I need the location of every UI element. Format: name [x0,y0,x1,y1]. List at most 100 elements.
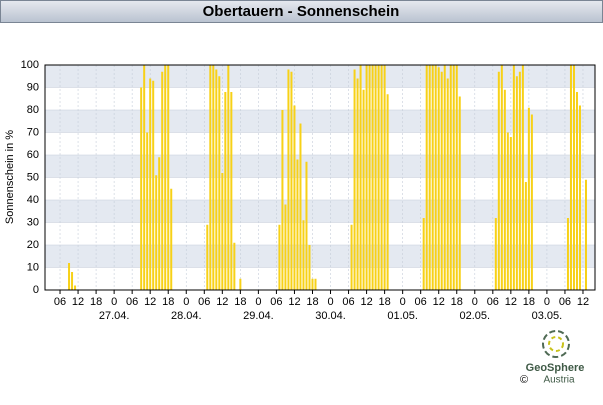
date-label: 27.04. [99,310,130,322]
bar [371,65,374,290]
y-tick-label: 40 [27,194,39,206]
date-label: 01.05. [387,310,418,322]
x-tick-label: 06 [54,296,66,308]
bar [278,224,281,290]
bar [212,65,215,290]
grid-band [45,245,595,268]
x-tick-label: 0 [111,296,117,308]
bar [380,65,383,290]
bar [365,65,368,290]
y-tick-label: 20 [27,239,39,251]
x-tick-label: 18 [451,296,463,308]
x-tick-label: 18 [90,296,102,308]
x-tick-label: 0 [327,296,333,308]
bar [506,132,509,290]
logo-icon [548,336,564,352]
x-tick-label: 0 [255,296,261,308]
bar [368,65,371,290]
bar [437,67,440,290]
bar [566,218,569,290]
bar [221,173,224,290]
bar [74,285,77,290]
bar [515,76,518,290]
bar [374,65,377,290]
bar [458,96,461,290]
grid-band [45,155,595,178]
x-tick-label: 12 [577,296,589,308]
bar [572,65,575,290]
y-axis-label: Sonnenschein in % [4,130,16,224]
bar [509,137,512,290]
bar [494,218,497,290]
bar [422,218,425,290]
bar [227,65,230,290]
bar [449,65,452,290]
x-tick-label: 18 [162,296,174,308]
bar [164,65,167,290]
copyright: © [520,374,528,386]
bar [425,65,428,290]
date-label: 28.04. [171,310,202,322]
logo-name: GeoSphere [526,362,585,374]
x-tick-label: 0 [183,296,189,308]
bar [218,76,221,290]
grid-band [45,110,595,133]
x-tick-label: 12 [216,296,228,308]
bar [149,78,152,290]
logo: GeoSphere Austria © [520,330,585,386]
bar [299,123,302,290]
bar [68,263,71,290]
bar [143,65,146,290]
bar [431,65,434,290]
bar [524,182,527,290]
bar [290,71,293,290]
bar [440,71,443,290]
y-tick-label: 70 [27,126,39,138]
bar [362,89,365,290]
y-tick-label: 80 [27,104,39,116]
bar [308,245,311,290]
bar [518,71,521,290]
bar [359,65,362,290]
bar [386,94,389,290]
bar [155,175,158,290]
x-tick-label: 06 [559,296,571,308]
x-tick-label: 12 [144,296,156,308]
x-tick-label: 18 [234,296,246,308]
bar [281,110,284,290]
y-tick-label: 30 [27,216,39,228]
bar [146,132,149,290]
grid-band [45,65,595,88]
logo-icon [542,330,570,358]
y-tick-label: 90 [27,81,39,93]
bar [500,65,503,290]
y-tick-label: 10 [27,261,39,273]
bar [452,65,455,290]
x-tick-label: 12 [505,296,517,308]
x-tick-label: 0 [544,296,550,308]
bar [209,65,212,290]
bar [584,179,587,290]
bar [503,89,506,290]
x-tick-label: 12 [433,296,445,308]
bar [350,224,353,290]
bar [296,159,299,290]
bar [239,278,242,290]
date-label: 30.04. [315,310,346,322]
bar [527,107,530,290]
bar [302,220,305,290]
bar [446,78,449,290]
bar [383,65,386,290]
bar [284,204,287,290]
bar [530,114,533,290]
bar [353,69,356,290]
bar [293,105,296,290]
bar [521,65,524,290]
bar [578,105,581,290]
bar [140,87,143,290]
x-tick-label: 06 [487,296,499,308]
bar [215,69,218,290]
x-tick-label: 18 [378,296,390,308]
bar [170,188,173,290]
